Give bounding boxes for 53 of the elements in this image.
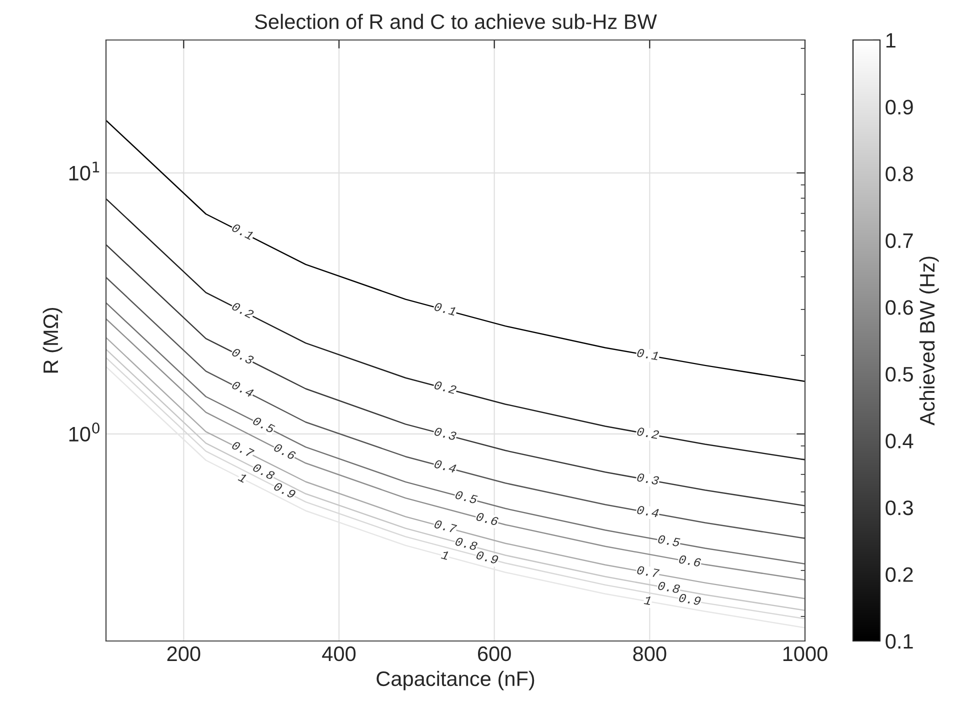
text: 0.8 bbox=[658, 581, 680, 594]
text: 0.5 bbox=[658, 534, 680, 547]
text: 0.7 bbox=[231, 440, 255, 458]
text: 0.7 bbox=[434, 520, 458, 534]
line-series bbox=[106, 198, 805, 460]
x-tick-label: 400 bbox=[322, 646, 356, 662]
text: 0.3 bbox=[231, 348, 254, 365]
color-bar-label: 0.8 bbox=[886, 166, 913, 182]
x-tick-label: 800 bbox=[633, 646, 666, 662]
text: 0.2 bbox=[434, 380, 457, 394]
text: 1 bbox=[644, 596, 652, 605]
text: 1 bbox=[238, 472, 247, 483]
color-bar-label: 0.4 bbox=[886, 434, 914, 448]
y-axis-title: R (MΩ) bbox=[42, 308, 62, 373]
text: 0.9 bbox=[273, 482, 296, 499]
text: 0.9 bbox=[476, 550, 499, 564]
text: 0.6 bbox=[476, 512, 499, 526]
x-tick-label: 1000 bbox=[783, 646, 828, 662]
text: 0.4 bbox=[636, 505, 659, 518]
y-tick-label: 10$^{0}$ bbox=[69, 422, 100, 442]
color-bar-label: 0.1 bbox=[886, 634, 913, 649]
text: 0.6 bbox=[273, 442, 296, 460]
text: 0.5 bbox=[252, 416, 276, 434]
color-bar-title: Achieved BW (Hz) bbox=[919, 256, 939, 426]
text: 0.2 bbox=[636, 427, 660, 440]
x-tick-label: 600 bbox=[478, 646, 511, 662]
text: 0.9 bbox=[678, 593, 702, 606]
text: 0.1 bbox=[231, 223, 254, 240]
color-bar-label: 0.6 bbox=[886, 300, 913, 315]
line-series bbox=[106, 120, 805, 382]
text: 1 bbox=[440, 550, 449, 560]
text: 0.8 bbox=[454, 536, 478, 551]
color-bar-label: 0.9 bbox=[886, 100, 913, 115]
chart-title: Selection of R and C to achieve sub-Hz BW bbox=[254, 14, 657, 30]
color-bar-label: 0.3 bbox=[886, 500, 913, 516]
color-bar-label: 0.7 bbox=[886, 233, 913, 248]
text: 0.1 bbox=[434, 302, 456, 316]
color-bar-label: 0.2 bbox=[886, 567, 913, 582]
text: 0.2 bbox=[231, 302, 254, 319]
text: 0.5 bbox=[454, 490, 478, 504]
x-axis-title: Capacitance (nF) bbox=[376, 670, 534, 690]
color-bar-label: 0.5 bbox=[886, 366, 913, 382]
color-bar-label: 1 bbox=[886, 33, 896, 48]
text: 0.3 bbox=[434, 426, 457, 441]
text: 0.4 bbox=[231, 380, 254, 398]
y-tick-label: 10$^{1}$ bbox=[69, 162, 100, 181]
text: 0.8 bbox=[252, 462, 276, 480]
text: 0.6 bbox=[678, 554, 702, 567]
text: 0.4 bbox=[434, 459, 456, 473]
text: 0.1 bbox=[636, 348, 659, 360]
text: 0.7 bbox=[636, 566, 660, 578]
text: 0.3 bbox=[636, 472, 660, 486]
x-tick-label: 200 bbox=[167, 646, 200, 662]
